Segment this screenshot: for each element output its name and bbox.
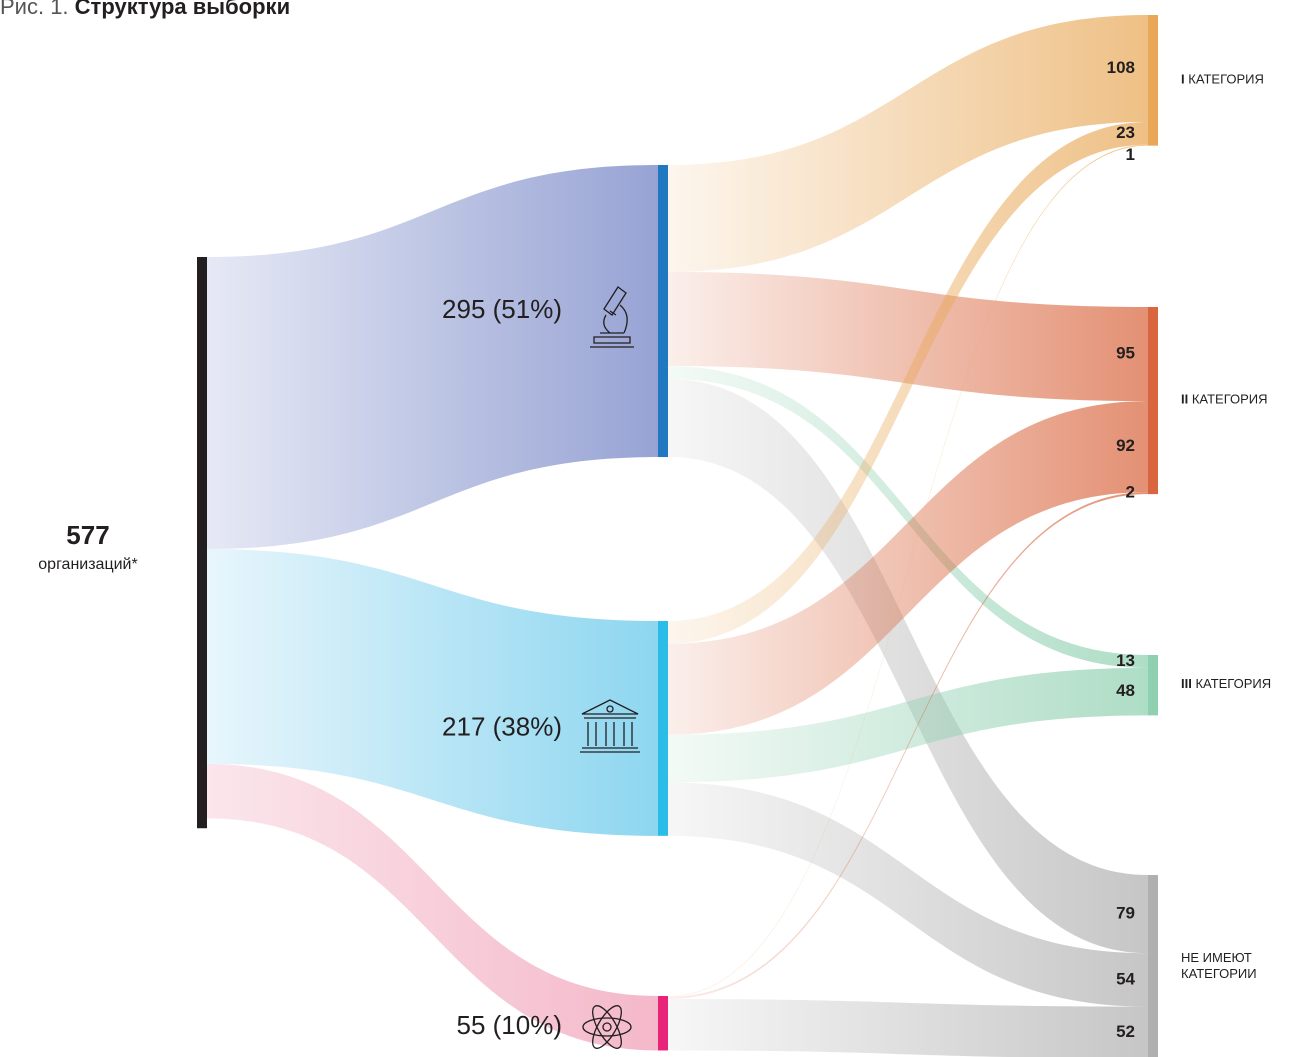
flow-value: 95 xyxy=(1116,344,1135,363)
node-bar xyxy=(658,621,668,836)
title-prefix: Рис. 1. xyxy=(0,0,69,19)
node-label: 55 (10%) xyxy=(457,1010,563,1040)
category-number: I xyxy=(1181,72,1185,87)
microscope-icon xyxy=(590,286,634,348)
title-main: Структура выборки xyxy=(75,0,290,19)
node-label: 295 (51%) xyxy=(442,294,562,324)
node-label: 217 (38%) xyxy=(442,711,562,741)
flow-value: 54 xyxy=(1116,969,1135,988)
source-flow xyxy=(207,549,658,836)
category-number: III xyxy=(1181,677,1192,692)
flow-value: 1 xyxy=(1126,145,1135,164)
flow-value: 48 xyxy=(1116,681,1135,700)
flow-value: 13 xyxy=(1116,651,1135,670)
category-label: I КАТЕГОРИЯ xyxy=(1181,72,1264,87)
category-label: КАТЕГОРИИ xyxy=(1181,966,1257,981)
category-flow xyxy=(668,782,1148,1007)
icons xyxy=(580,286,640,1049)
node-bar xyxy=(658,996,668,1051)
category-number: II xyxy=(1181,392,1188,407)
atom-icon xyxy=(582,1005,632,1049)
category-text: КАТЕГОРИЯ xyxy=(1195,677,1271,692)
flow-value: 108 xyxy=(1107,58,1135,77)
category-flow xyxy=(668,271,1148,402)
category-bar xyxy=(1148,307,1158,495)
category-flow xyxy=(668,998,1148,1057)
links xyxy=(207,15,1148,1057)
chart-title: Рис. 1. Структура выборки xyxy=(0,0,290,19)
flow-value: 2 xyxy=(1126,483,1135,502)
category-text: КАТЕГОРИЯ xyxy=(1188,72,1264,87)
category-label: НЕ ИМЕЮТ xyxy=(1181,950,1252,965)
flow-value: 92 xyxy=(1116,436,1135,455)
flow-value: 52 xyxy=(1116,1022,1135,1041)
source-bar xyxy=(197,257,207,829)
building-icon xyxy=(580,699,640,753)
category-flow xyxy=(668,667,1148,783)
category-flow xyxy=(668,492,1148,999)
category-flow xyxy=(668,144,1148,997)
category-flow xyxy=(668,401,1148,735)
category-bar xyxy=(1148,875,1158,1057)
category-flow xyxy=(668,15,1148,272)
category-bar xyxy=(1148,15,1158,146)
node-bar xyxy=(658,165,668,458)
source-flow xyxy=(207,763,658,1051)
category-label: III КАТЕГОРИЯ xyxy=(1181,677,1271,692)
flow-value: 23 xyxy=(1116,123,1135,142)
labels: 577 организаций* 295 (51%) 217 (38%) 55 (10%… xyxy=(38,58,1271,1041)
source-flow xyxy=(207,165,658,550)
source-label: организаций* xyxy=(38,556,137,573)
category-flow xyxy=(668,365,1148,668)
category-label: II КАТЕГОРИЯ xyxy=(1181,392,1268,407)
category-flow xyxy=(668,121,1148,644)
bars xyxy=(197,15,1158,1057)
category-flow xyxy=(668,378,1148,954)
flow-value: 79 xyxy=(1116,904,1135,923)
source-value: 577 xyxy=(66,520,109,550)
category-bar xyxy=(1148,655,1158,716)
category-text: КАТЕГОРИЯ xyxy=(1192,392,1268,407)
